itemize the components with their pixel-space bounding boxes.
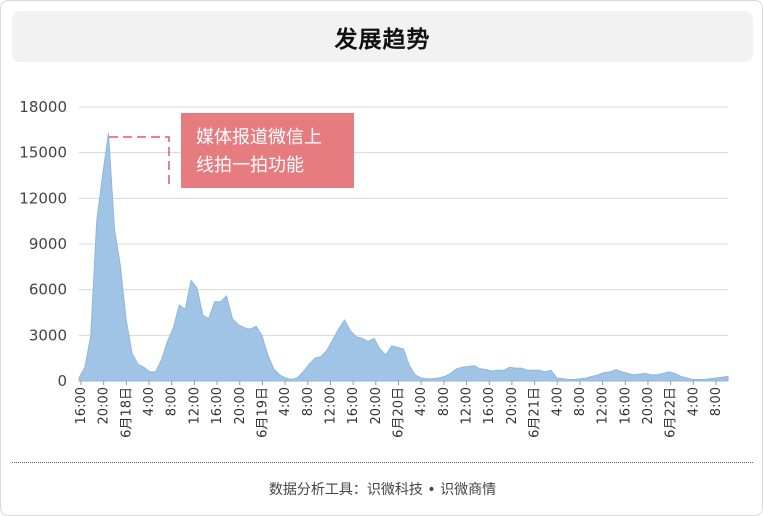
x-tick-label: 16:00	[482, 387, 497, 424]
annotation: 媒体报道微信上 线拍一拍功能	[109, 113, 354, 189]
footer-divider	[12, 462, 753, 463]
x-tick-label: 8:00	[165, 387, 180, 416]
x-tick-label: 20:00	[233, 387, 248, 424]
footer-caption: 数据分析工具：识微科技 • 识微商情	[268, 482, 497, 498]
x-tick-label: 12:00	[187, 387, 202, 424]
trend-chart: 0 3000 6000 9000 12000 15000 18000 16:00 20:00 6…	[19, 98, 729, 438]
x-tick-label: 20:00	[505, 387, 520, 424]
annotation-box	[181, 113, 354, 188]
y-tick-label: 6000	[29, 281, 67, 299]
x-tick-label: 4:00	[278, 387, 293, 416]
x-tick-label: 20:00	[641, 387, 656, 424]
x-tick-label: 16:00	[210, 387, 225, 424]
y-tick-label: 18000	[19, 98, 67, 116]
x-tick-label: 20:00	[369, 387, 384, 424]
y-tick-label: 15000	[19, 144, 67, 162]
x-tick-label: 20:00	[97, 387, 112, 424]
annotation-text-line2: 线拍一拍功能	[196, 155, 304, 176]
y-tick-label: 0	[57, 372, 67, 390]
x-tick-label: 8:00	[301, 387, 316, 416]
x-tick-label: 8:00	[709, 387, 724, 416]
x-tick-label: 4:00	[142, 387, 157, 416]
x-tick-label: 6月19日	[255, 387, 270, 438]
area-layer	[78, 132, 729, 382]
y-axis: 0 3000 6000 9000 12000 15000 18000	[19, 98, 67, 390]
x-tick-label: 16:00	[618, 387, 633, 424]
x-tick-label: 6月18日	[119, 387, 134, 438]
y-tick-label: 12000	[19, 189, 67, 207]
area-series	[78, 132, 729, 382]
title-bar: 发展趋势	[12, 11, 753, 62]
x-tick-label: 4:00	[550, 387, 565, 416]
y-tick-label: 9000	[29, 235, 67, 253]
x-tick-label: 6月20日	[392, 387, 407, 438]
x-tick-label: 4:00	[686, 387, 701, 416]
x-tick-label: 12:00	[323, 387, 338, 424]
x-tick-label: 8:00	[437, 387, 452, 416]
page-title: 发展趋势	[334, 26, 431, 53]
annotation-leader-line	[109, 136, 170, 189]
x-tick-label: 12:00	[596, 387, 611, 424]
x-tick-label: 16:00	[346, 387, 361, 424]
x-tick-label: 8:00	[573, 387, 588, 416]
x-axis: 16:00 20:00 6月18日 4:00 8:00 12:00 16:00 20:00 6月…	[74, 381, 724, 438]
x-tick-label: 12:00	[460, 387, 475, 424]
x-tick-label: 4:00	[414, 387, 429, 416]
x-tick-label: 6月22日	[664, 387, 679, 438]
annotation-text-line1: 媒体报道微信上	[196, 127, 322, 148]
x-tick-label: 6月21日	[528, 387, 543, 438]
x-tick-label: 16:00	[74, 387, 89, 424]
y-tick-label: 3000	[29, 326, 67, 344]
